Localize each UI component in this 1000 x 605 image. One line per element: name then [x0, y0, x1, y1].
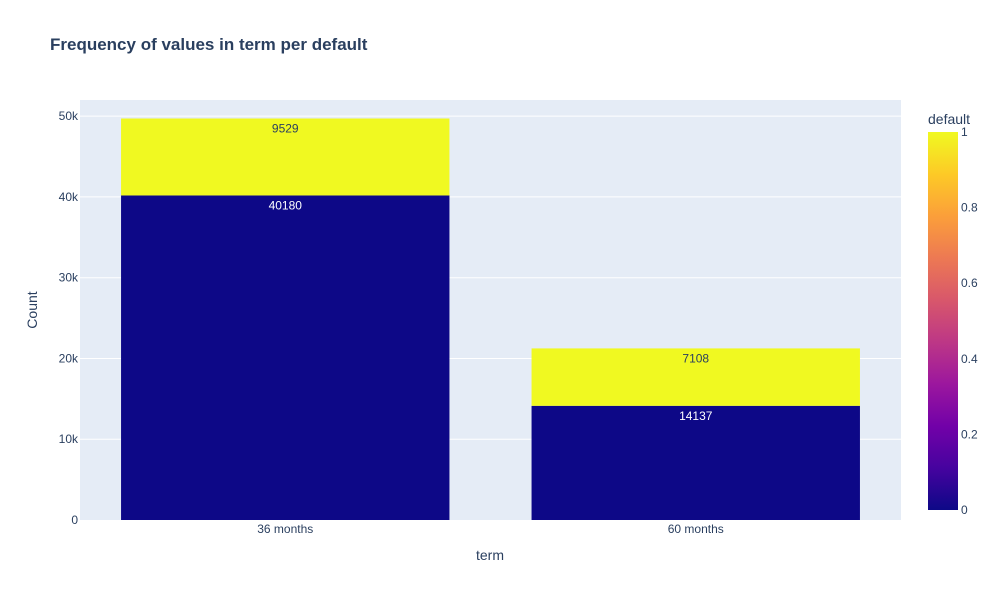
y-tick-label: 40k — [59, 190, 79, 204]
colorbar-tick-label: 0.6 — [961, 276, 978, 290]
colorbar-tick-label: 0.8 — [961, 201, 978, 215]
bars — [121, 118, 860, 520]
colorbar — [928, 132, 958, 510]
y-tick-label: 50k — [59, 109, 79, 123]
bar-value-label: 9529 — [272, 122, 299, 136]
colorbar-tick-label: 1 — [961, 125, 968, 139]
colorbar-tick-label: 0 — [961, 503, 968, 517]
y-axis-title: Count — [24, 291, 40, 328]
bar-value-label: 7108 — [682, 351, 709, 365]
y-tick-label: 0 — [71, 513, 78, 527]
y-axis-ticks: 0 10k 20k 30k 40k 50k — [59, 109, 79, 527]
bar-value-label: 14137 — [679, 409, 713, 423]
colorbar-title: default — [928, 111, 970, 127]
y-tick-label: 30k — [59, 271, 79, 285]
colorbar-ticks: 0 0.2 0.4 0.6 0.8 1 — [961, 125, 978, 517]
x-tick-label: 36 months — [257, 522, 313, 536]
x-axis-title: term — [476, 547, 504, 563]
bar-value-label: 40180 — [269, 198, 303, 212]
x-axis-ticks: 36 months 60 months — [257, 522, 724, 536]
y-tick-label: 10k — [59, 432, 79, 446]
y-tick-label: 20k — [59, 351, 79, 365]
colorbar-tick-label: 0.2 — [961, 427, 978, 441]
bar-default-0 — [531, 405, 860, 520]
bar-labels: 40180 9529 14137 7108 — [269, 122, 713, 423]
chart-title: Frequency of values in term per default — [50, 35, 368, 54]
colorbar-tick-label: 0.4 — [961, 352, 978, 366]
bar-default-1 — [531, 348, 860, 406]
bar-default-1 — [121, 118, 450, 196]
bar-default-0 — [121, 195, 450, 520]
x-tick-label: 60 months — [668, 522, 724, 536]
